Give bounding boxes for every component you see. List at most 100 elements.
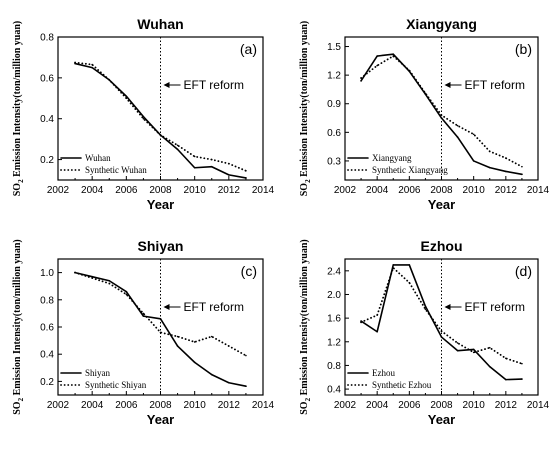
y-tick-label: 1.6 xyxy=(327,314,341,325)
data-point-actual xyxy=(210,165,213,168)
annotation-label: EFT reform xyxy=(184,300,244,314)
data-point-synthetic xyxy=(176,144,179,147)
data-point-actual xyxy=(456,136,459,138)
data-point-actual xyxy=(210,373,213,376)
data-point-synthetic xyxy=(245,170,247,172)
data-point-synthetic xyxy=(74,271,76,274)
data-point-actual xyxy=(408,264,411,266)
data-point-actual xyxy=(125,290,128,293)
data-point-synthetic xyxy=(74,61,76,64)
data-point-actual xyxy=(228,381,230,384)
arrowhead-icon xyxy=(444,82,451,88)
data-point-actual xyxy=(193,361,196,364)
data-point-synthetic xyxy=(193,341,196,343)
y-axis-label: SO2 Emission Intensity(ton/million yuan) xyxy=(299,239,312,415)
x-tick-label: 2012 xyxy=(218,185,241,196)
y-axis-label-sub: 2 xyxy=(17,397,25,401)
x-tick-label: 2006 xyxy=(115,400,138,411)
y-axis-label-rest: Emission Intensity(ton/million yuan) xyxy=(299,21,310,180)
data-point-actual xyxy=(245,385,247,387)
data-point-synthetic xyxy=(488,346,491,349)
y-tick-label: 2.0 xyxy=(327,290,341,301)
legend-label: Synthetic Shiyan xyxy=(85,380,147,390)
data-point-actual xyxy=(142,315,145,317)
data-point-synthetic xyxy=(440,330,443,332)
panel-shiyan: Shiyan (c) 2002 2004 2006 2008 2010 2012 2014 0.2… xyxy=(12,238,275,427)
y-tick-label: 0.8 xyxy=(40,33,54,44)
data-point-synthetic xyxy=(505,357,507,360)
data-point-actual xyxy=(176,345,179,347)
x-tick-label: 2014 xyxy=(527,185,550,196)
y-axis-label-so: SO xyxy=(12,401,23,415)
y-tick-label: 1.0 xyxy=(40,268,54,279)
y-axis-label-rest: Emission Intensity(ton/million yuan) xyxy=(12,21,23,180)
data-point-synthetic xyxy=(392,55,395,57)
y-tick-label: 0.2 xyxy=(40,155,54,166)
y-tick-label: 0.6 xyxy=(327,128,341,139)
y-tick-label: 1.5 xyxy=(327,42,341,53)
data-point-synthetic xyxy=(159,134,162,136)
y-axis-label-so: SO xyxy=(299,401,310,415)
data-point-synthetic xyxy=(91,63,93,66)
annotation-label: EFT reform xyxy=(184,78,244,92)
data-point-actual xyxy=(125,95,128,98)
data-point-synthetic xyxy=(210,335,213,338)
x-tick-label: 2002 xyxy=(334,400,357,411)
x-axis-label: Year xyxy=(428,197,455,212)
y-tick-label: 2.4 xyxy=(327,266,341,277)
x-tick-label: 2002 xyxy=(334,185,357,196)
x-tick-label: 2002 xyxy=(47,400,70,411)
data-point-synthetic xyxy=(159,331,162,334)
data-point-synthetic xyxy=(424,308,427,311)
data-point-actual xyxy=(424,305,427,308)
x-tick-label: 2010 xyxy=(184,185,207,196)
legend-label: Wuhan xyxy=(85,153,111,163)
panel-tag: (d) xyxy=(515,263,532,279)
x-tick-label: 2004 xyxy=(366,400,389,411)
x-tick-label: 2002 xyxy=(47,185,70,196)
y-axis-label-so: SO xyxy=(299,183,310,197)
data-point-synthetic xyxy=(472,133,475,136)
y-axis-label-sub: 2 xyxy=(304,397,312,401)
y-axis-label-sub: 2 xyxy=(17,179,25,183)
chart-title: Xiangyang xyxy=(406,16,477,32)
data-point-actual xyxy=(440,117,443,119)
legend-label: Xiangyang xyxy=(372,153,412,163)
y-tick-label: 0.3 xyxy=(327,156,341,167)
chart-title: Shiyan xyxy=(138,238,184,254)
panel-tag: (b) xyxy=(515,41,532,57)
data-point-actual xyxy=(392,264,395,266)
data-point-synthetic xyxy=(228,162,230,165)
x-tick-label: 2004 xyxy=(81,400,104,411)
data-point-synthetic xyxy=(193,155,196,158)
panel-xiangyang: Xiangyang (b) 2002 2004 2006 2008 2010 2012 2014… xyxy=(299,16,550,212)
data-point-actual xyxy=(392,53,395,55)
data-point-actual xyxy=(245,177,247,179)
panel-ezhou: Ezhou (d) 2002 2004 2006 2008 2010 2012 2014 0.4 0… xyxy=(299,238,550,427)
arrowhead-icon xyxy=(163,304,170,310)
x-tick-label: 2008 xyxy=(149,400,172,411)
y-tick-label: 0.9 xyxy=(327,99,341,110)
x-tick-label: 2008 xyxy=(149,185,172,196)
data-point-synthetic xyxy=(125,97,128,100)
data-point-synthetic xyxy=(440,114,443,116)
data-point-actual xyxy=(176,148,179,151)
legend-label: Ezhou xyxy=(372,368,395,378)
y-axis-label-rest: Emission Intensity(ton/million yuan) xyxy=(12,239,23,398)
data-point-actual xyxy=(193,166,196,169)
data-point-synthetic xyxy=(142,312,145,315)
data-point-synthetic xyxy=(228,345,230,347)
data-point-actual xyxy=(472,348,475,351)
data-point-synthetic xyxy=(245,354,247,357)
data-point-synthetic xyxy=(456,342,459,344)
y-tick-label: 0.4 xyxy=(327,385,341,396)
data-point-synthetic xyxy=(376,314,378,316)
data-point-actual xyxy=(488,166,491,169)
data-point-actual xyxy=(521,378,523,380)
x-tick-label: 2006 xyxy=(398,185,421,196)
y-axis-label: SO2 Emission Intensity(ton/million yuan) xyxy=(12,21,25,197)
x-tick-label: 2010 xyxy=(463,185,486,196)
legend-label: Synthetic Ezhou xyxy=(372,380,432,390)
panel-tag: (a) xyxy=(240,41,257,57)
